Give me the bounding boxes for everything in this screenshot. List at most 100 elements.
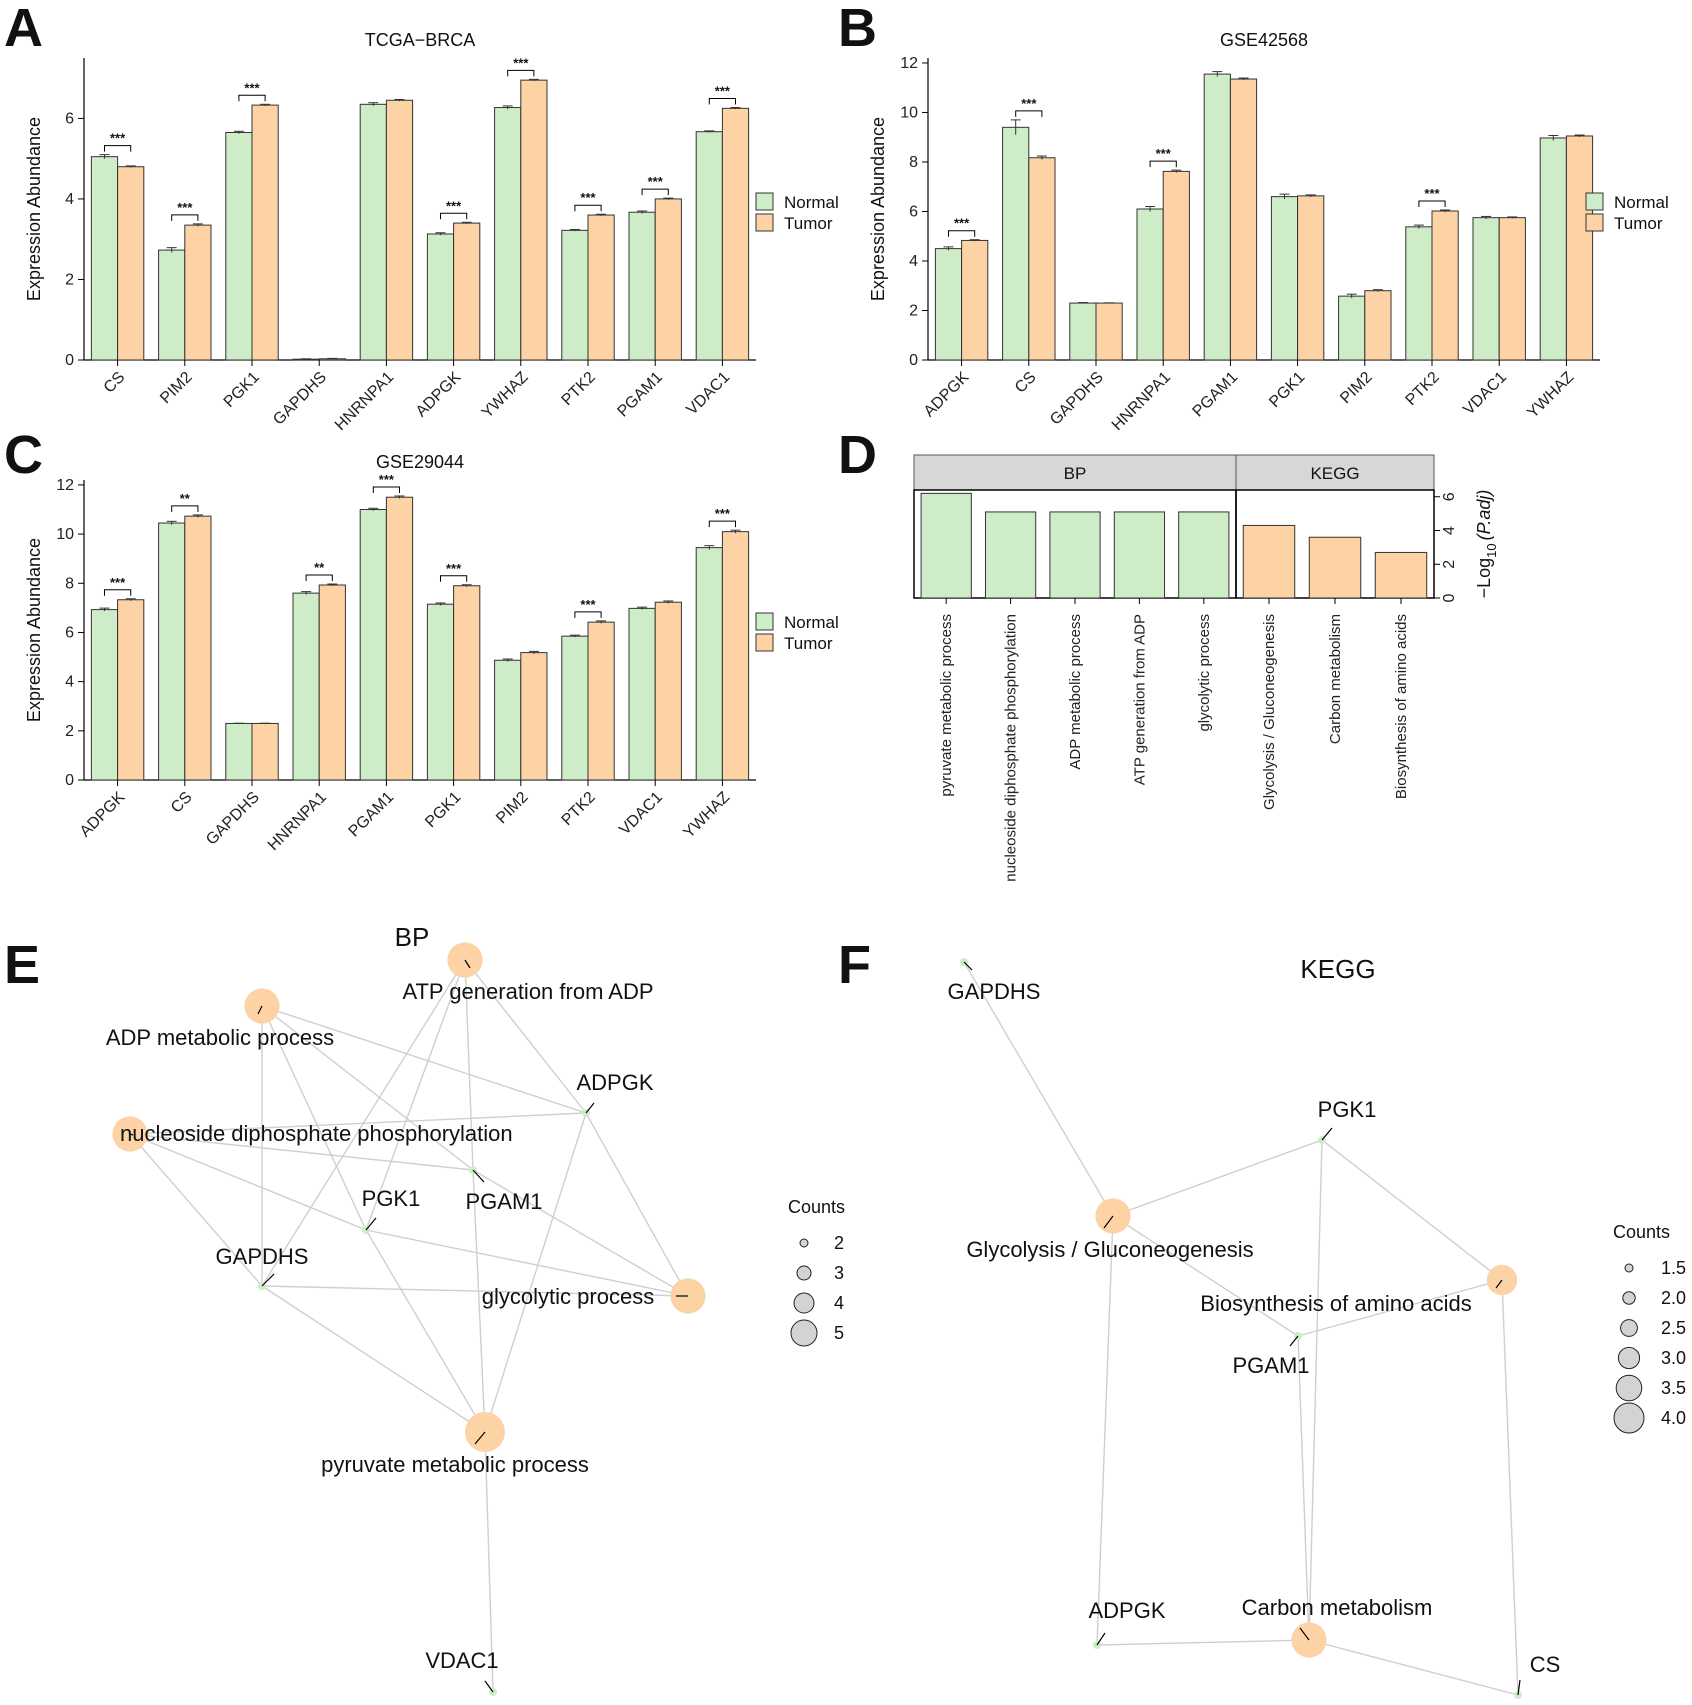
y-tick-label: 2 bbox=[909, 302, 918, 319]
node-label: GAPDHS bbox=[948, 979, 1041, 1004]
legend-swatch-normal bbox=[755, 192, 774, 211]
x-tick-label: PIM2 bbox=[493, 789, 531, 827]
x-tick-label: PTK2 bbox=[1403, 369, 1443, 409]
significance-bracket bbox=[708, 520, 737, 528]
panel-label-e: E bbox=[4, 935, 40, 995]
x-tick-label: HNRNPA1 bbox=[265, 789, 330, 854]
node-label: nucleoside diphosphate phosphorylation bbox=[120, 1121, 513, 1146]
bar-tumor-pgk1 bbox=[251, 104, 279, 361]
network-edge bbox=[484, 1431, 494, 1693]
label-leader bbox=[474, 1431, 486, 1445]
significance-bracket bbox=[439, 212, 468, 220]
bar-tumor-pim2 bbox=[520, 652, 548, 781]
significance-mark: *** bbox=[715, 506, 731, 521]
significance-mark: ** bbox=[314, 560, 325, 575]
legend-label-tumor: Tumor bbox=[1614, 214, 1663, 233]
significance-mark: *** bbox=[715, 84, 731, 99]
bar-normal-adpgk bbox=[426, 233, 455, 361]
node-label: PGK1 bbox=[362, 1186, 421, 1211]
significance-bracket bbox=[103, 145, 132, 152]
significance-mark: *** bbox=[110, 575, 126, 590]
x-tick-label: GAPDHS bbox=[203, 789, 263, 849]
node-label: PGAM1 bbox=[465, 1189, 542, 1214]
x-tick-label: YWHAZ bbox=[1524, 369, 1577, 422]
network-edge bbox=[1112, 1215, 1299, 1337]
bar-tumor-ywhaz bbox=[721, 531, 750, 781]
enrichment-bar bbox=[920, 492, 972, 599]
label-leader bbox=[129, 1133, 134, 1136]
node-label: PGAM1 bbox=[1232, 1353, 1309, 1378]
bar-tumor-gapdhs bbox=[1095, 302, 1123, 361]
enrichment-bar bbox=[984, 511, 1037, 599]
bar-normal-adpgk bbox=[90, 609, 119, 781]
x-tick-label: ADPGK bbox=[77, 789, 129, 841]
y-tick-label: 4 bbox=[1441, 526, 1458, 535]
y-tick-label: 8 bbox=[65, 575, 74, 592]
x-tick-label: PGAM1 bbox=[1190, 369, 1242, 421]
y-tick-label: 0 bbox=[65, 772, 74, 789]
node-label: Glycolysis / Gluconeogenesis bbox=[966, 1237, 1253, 1262]
x-tick-label: VDAC1 bbox=[616, 789, 666, 839]
bar-tumor-pim2 bbox=[1364, 290, 1392, 361]
bar-tumor-hnrnpa1 bbox=[1162, 170, 1190, 361]
network-edge bbox=[472, 1169, 689, 1297]
node-label: CS bbox=[1530, 1652, 1561, 1677]
bar-normal-cs bbox=[90, 156, 119, 361]
label-leader bbox=[585, 1102, 595, 1114]
network-edge bbox=[129, 1133, 263, 1287]
bar-tumor-cs bbox=[117, 166, 145, 361]
x-tick-label: GAPDHS bbox=[1047, 369, 1107, 429]
panel-label-a: A bbox=[4, 0, 43, 58]
label-leader bbox=[464, 959, 471, 969]
network-edge bbox=[1501, 1279, 1519, 1696]
label-leader bbox=[1321, 1127, 1333, 1141]
network-edge bbox=[261, 1005, 587, 1114]
bar-normal-cs bbox=[158, 522, 186, 781]
bar-normal-hnrnpa1 bbox=[359, 103, 387, 361]
bar-normal-pim2 bbox=[1338, 295, 1366, 361]
significance-mark: *** bbox=[1156, 146, 1172, 161]
significance-mark: *** bbox=[177, 200, 193, 215]
y-axis-label: Expression Abundance bbox=[24, 538, 44, 722]
y-tick-label: 0 bbox=[1441, 593, 1458, 602]
y-tick-label: 4 bbox=[65, 674, 74, 691]
y-tick-label: 2 bbox=[65, 271, 74, 288]
bar-tumor-vdac1 bbox=[721, 107, 750, 361]
y-tick-label: 6 bbox=[909, 203, 918, 220]
y-axis-label-main: −Log bbox=[1474, 558, 1494, 599]
counts-legend-label: 2 bbox=[834, 1233, 844, 1253]
label-leader bbox=[472, 1169, 485, 1183]
network-edge bbox=[365, 1229, 486, 1433]
network-edge bbox=[261, 1005, 474, 1171]
label-leader bbox=[261, 1273, 275, 1287]
significance-mark: *** bbox=[513, 55, 529, 70]
bar-tumor-cs bbox=[184, 515, 212, 781]
bar-tumor-pgk1 bbox=[453, 585, 481, 781]
bar-tumor-adpgk bbox=[453, 222, 481, 361]
significance-mark: *** bbox=[1021, 96, 1037, 111]
node-label: ADPGK bbox=[1088, 1598, 1165, 1623]
legend-swatch-tumor bbox=[1585, 213, 1604, 232]
significance-mark: *** bbox=[648, 174, 664, 189]
bar-normal-hnrnpa1 bbox=[1136, 208, 1164, 361]
x-tick-label: PGK1 bbox=[422, 789, 464, 831]
bar-tumor-pim2 bbox=[184, 224, 212, 361]
x-tick-label: PGK1 bbox=[1266, 369, 1308, 411]
x-tick-label: PIM2 bbox=[157, 369, 195, 407]
node-label: VDAC1 bbox=[425, 1648, 498, 1673]
legend-label-normal: Normal bbox=[784, 193, 839, 212]
y-tick-label: 12 bbox=[900, 55, 918, 72]
network-edge bbox=[261, 1285, 689, 1297]
significance-mark: *** bbox=[379, 472, 395, 487]
label-leader bbox=[963, 961, 973, 971]
counts-legend-circle bbox=[799, 1238, 809, 1248]
bar-tumor-ywhaz bbox=[520, 79, 548, 361]
bar-normal-pgk1 bbox=[426, 603, 455, 781]
network-edge bbox=[1096, 1215, 1114, 1646]
x-tick-label: CS bbox=[1012, 369, 1040, 397]
y-tick-label: 10 bbox=[56, 526, 74, 543]
significance-bracket bbox=[372, 486, 401, 493]
legend-swatch-normal bbox=[755, 612, 774, 631]
significance-bracket bbox=[574, 204, 602, 212]
